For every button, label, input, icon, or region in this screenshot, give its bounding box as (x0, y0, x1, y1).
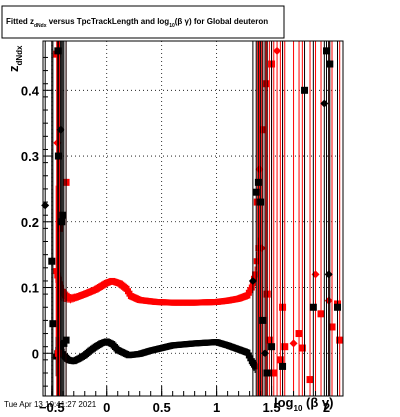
x-tick-label: 2 (323, 400, 330, 412)
data-point (252, 363, 259, 370)
data-point (262, 80, 270, 88)
chart-title-box (1, 5, 285, 39)
data-point (55, 224, 63, 232)
data-point (54, 47, 62, 55)
data-point (336, 336, 344, 344)
data-point (263, 369, 271, 377)
data-point (252, 188, 260, 196)
axis-ticks: −0.5 0 0.5 1 1.5 2 0 0.1 0.2 0.3 0.4 (21, 56, 330, 415)
data-point (257, 244, 266, 253)
x-tick-label: 1 (213, 400, 220, 412)
data-point (279, 362, 287, 370)
x-tick-label: −0.5 (39, 400, 65, 412)
x-tick-label: 0.5 (153, 400, 171, 412)
data-point (252, 271, 259, 278)
x-tick-label: 0 (103, 400, 110, 412)
data-point (306, 376, 314, 384)
data-point (298, 344, 306, 352)
data-point (257, 198, 265, 206)
y-tick-label: 0.4 (21, 83, 40, 98)
data-point (59, 211, 67, 219)
data-point (56, 125, 65, 134)
data-point (265, 336, 273, 344)
data-point (48, 257, 56, 265)
data-point (317, 310, 325, 318)
data-point (268, 343, 276, 351)
svg-text:zdNdx: zdNdx (6, 45, 24, 72)
data-point (276, 356, 284, 364)
data-point (309, 303, 317, 311)
data-point (53, 268, 60, 275)
y-tick-label: 0 (32, 346, 39, 361)
data-point (324, 270, 333, 279)
data-point (301, 86, 309, 94)
x-tick-label: 1.5 (263, 400, 281, 412)
y-tick-label: 0.1 (21, 281, 39, 296)
data-point (323, 47, 331, 55)
data-point (53, 138, 62, 147)
data-point (281, 343, 289, 351)
data-point (54, 152, 62, 160)
timestamp: Tue Apr 13 10:41:27 2021 (4, 400, 97, 409)
error-band-layer (53, 185, 262, 377)
data-point (289, 339, 298, 348)
data-point (334, 303, 342, 311)
data-point (58, 218, 66, 226)
y-axis-label: zdNdx (6, 45, 24, 72)
data-points-layer (41, 41, 344, 396)
chart-title: Fitted zdNdx versus TpcTrackLength and l… (6, 17, 268, 29)
data-point (62, 336, 70, 344)
data-point (328, 323, 336, 331)
plot-frame (42, 40, 344, 397)
data-point (254, 178, 262, 186)
data-point (295, 330, 303, 338)
data-point (259, 316, 267, 324)
data-point (248, 276, 257, 285)
y-tick-label: 0.3 (21, 149, 39, 164)
y-tick-label: 0.2 (21, 215, 39, 230)
data-point (326, 60, 334, 68)
data-point (270, 369, 278, 377)
data-point (273, 46, 282, 55)
data-point (253, 258, 260, 265)
x-axis-label: log10 (β γ) (274, 395, 333, 412)
data-point (248, 284, 255, 291)
data-point (49, 320, 57, 328)
data-point (311, 270, 320, 279)
